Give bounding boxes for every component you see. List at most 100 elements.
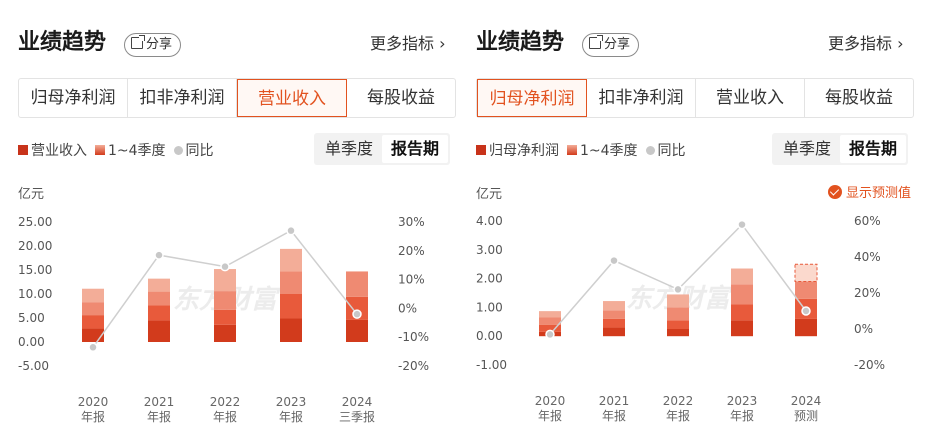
bar-segment xyxy=(539,311,561,318)
tab-deducted-profit[interactable]: 扣非净利润 xyxy=(587,79,696,117)
y-left-tick-label: 3.00 xyxy=(476,243,503,257)
y-right-tick-label: 20% xyxy=(398,244,425,258)
legend-label: 1~4季度 xyxy=(580,143,638,159)
tab-net-profit[interactable]: 归母净利润 xyxy=(19,79,128,117)
tab-eps[interactable]: 每股收益 xyxy=(367,88,435,108)
period-toggle: 单季度 报告期 xyxy=(772,133,909,165)
bar-segment xyxy=(731,304,753,321)
bar-segment xyxy=(148,305,170,321)
bar-segment xyxy=(603,318,625,328)
check-circle-icon xyxy=(828,184,842,199)
x-tick-label: 2020 xyxy=(535,394,566,408)
x-tick-label: 2021 xyxy=(144,395,175,409)
yoy-point xyxy=(220,261,230,272)
bar-segment xyxy=(280,294,302,319)
x-tick-label: 三季报 xyxy=(339,409,375,424)
panel-net-profit: 业绩趋势 分享 更多指标 › 归母净利润 扣非净利润 营业收入 每股收益 归母净… xyxy=(476,0,916,424)
legend-label: 1~4季度 xyxy=(108,143,166,159)
bar-segment xyxy=(148,291,170,306)
x-tick-label: 年报 xyxy=(147,409,171,424)
legend-swatch xyxy=(95,145,105,155)
metric-tabs: 归母净利润 扣非净利润 营业收入 每股收益 xyxy=(476,78,914,118)
y-right-tick-label: 0% xyxy=(854,322,873,336)
bar-segment xyxy=(214,309,236,325)
y-right-tick-label: 10% xyxy=(398,273,425,287)
share-button[interactable]: 分享 xyxy=(582,33,640,57)
bar-segment xyxy=(667,329,689,337)
chart-legend: 归母净利润 1~4季度 同比 xyxy=(476,140,694,160)
x-tick-label: 年报 xyxy=(213,409,237,424)
tab-eps[interactable]: 每股收益 xyxy=(825,88,893,108)
unit-label: 亿元 xyxy=(476,187,503,202)
share-label: 分享 xyxy=(604,37,631,52)
bar-segment xyxy=(539,317,561,325)
legend-label: 营业收入 xyxy=(31,143,87,159)
legend-item-quarters: 1~4季度 xyxy=(95,140,166,160)
bar-segment xyxy=(82,302,104,316)
legend-dot xyxy=(645,145,655,155)
panel-revenue: 业绩趋势 分享 更多指标 › 归母净利润 扣非净利润 营业收入 每股收益 营业收… xyxy=(18,0,458,424)
tab-net-profit[interactable]: 归母净利润 xyxy=(477,79,587,117)
legend-item-quarters: 1~4季度 xyxy=(567,140,638,160)
legend-dot xyxy=(173,145,183,155)
y-left-tick-label: 25.00 xyxy=(18,215,52,229)
y-right-tick-label: 60% xyxy=(854,214,881,228)
bar-segment xyxy=(603,327,625,337)
more-label: 更多指标 xyxy=(828,34,893,53)
yoy-point xyxy=(88,342,98,353)
toggle-single-quarter[interactable]: 单季度 xyxy=(325,139,374,158)
x-tick-label: 年报 xyxy=(81,409,105,424)
x-tick-label: 2024 xyxy=(791,394,822,408)
chart-legend: 营业收入 1~4季度 同比 xyxy=(18,140,222,160)
bar-segment xyxy=(346,271,368,297)
tab-deducted-profit[interactable]: 扣非净利润 xyxy=(128,79,237,117)
bar-segment xyxy=(214,269,236,292)
y-right-tick-label: -10% xyxy=(398,330,429,344)
tab-revenue[interactable]: 营业收入 xyxy=(237,79,347,117)
x-tick-label: 2021 xyxy=(599,394,630,408)
bar-segment xyxy=(82,288,104,303)
share-button[interactable]: 分享 xyxy=(124,33,182,57)
more-metrics-link[interactable]: 更多指标 › xyxy=(370,30,446,54)
y-left-tick-label: 20.00 xyxy=(18,239,52,253)
bar-segment xyxy=(603,301,625,311)
legend-item-yoy: 同比 xyxy=(173,140,214,160)
period-toggle: 单季度 报告期 xyxy=(314,133,451,165)
y-left-tick-label: 15.00 xyxy=(18,263,52,277)
x-tick-label: 预测 xyxy=(794,409,818,423)
x-tick-label: 2024 xyxy=(342,395,373,409)
unit-label: 亿元 xyxy=(18,187,45,202)
bar-segment xyxy=(731,268,753,285)
y-right-tick-label: -20% xyxy=(854,358,885,372)
more-label: 更多指标 xyxy=(370,34,435,53)
legend-label: 归母净利润 xyxy=(489,143,559,159)
y-right-tick-label: 0% xyxy=(398,301,417,315)
y-left-tick-label: 0.00 xyxy=(18,335,45,349)
x-tick-label: 年报 xyxy=(666,408,690,423)
bar-segment xyxy=(539,324,561,332)
legend-item-main: 营业收入 xyxy=(18,140,87,160)
bar-segment xyxy=(667,307,689,321)
x-tick-label: 2020 xyxy=(78,395,109,409)
x-tick-label: 2023 xyxy=(276,395,307,409)
y-left-tick-label: 4.00 xyxy=(476,214,503,228)
bar-segment xyxy=(667,294,689,308)
more-metrics-link[interactable]: 更多指标 › xyxy=(828,30,904,54)
toggle-single-quarter[interactable]: 单季度 xyxy=(783,139,832,158)
y-left-tick-label: 1.00 xyxy=(476,300,503,314)
toggle-report-period[interactable]: 报告期 xyxy=(840,135,907,163)
y-left-tick-label: -1.00 xyxy=(476,358,507,372)
toggle-report-period[interactable]: 报告期 xyxy=(382,135,449,163)
tab-revenue[interactable]: 营业收入 xyxy=(696,79,805,117)
yoy-point xyxy=(286,225,296,236)
share-label: 分享 xyxy=(146,37,173,52)
yoy-point xyxy=(352,309,362,319)
x-tick-label: 年报 xyxy=(602,408,626,423)
bar-segment xyxy=(731,284,753,305)
y-right-tick-label: -20% xyxy=(398,359,429,373)
bar-segment xyxy=(148,278,170,292)
show-forecast-toggle[interactable]: 显示预测值 xyxy=(828,182,911,201)
legend-item-main: 归母净利润 xyxy=(476,140,559,160)
x-tick-label: 2022 xyxy=(663,394,694,408)
x-tick-label: 年报 xyxy=(730,408,754,423)
